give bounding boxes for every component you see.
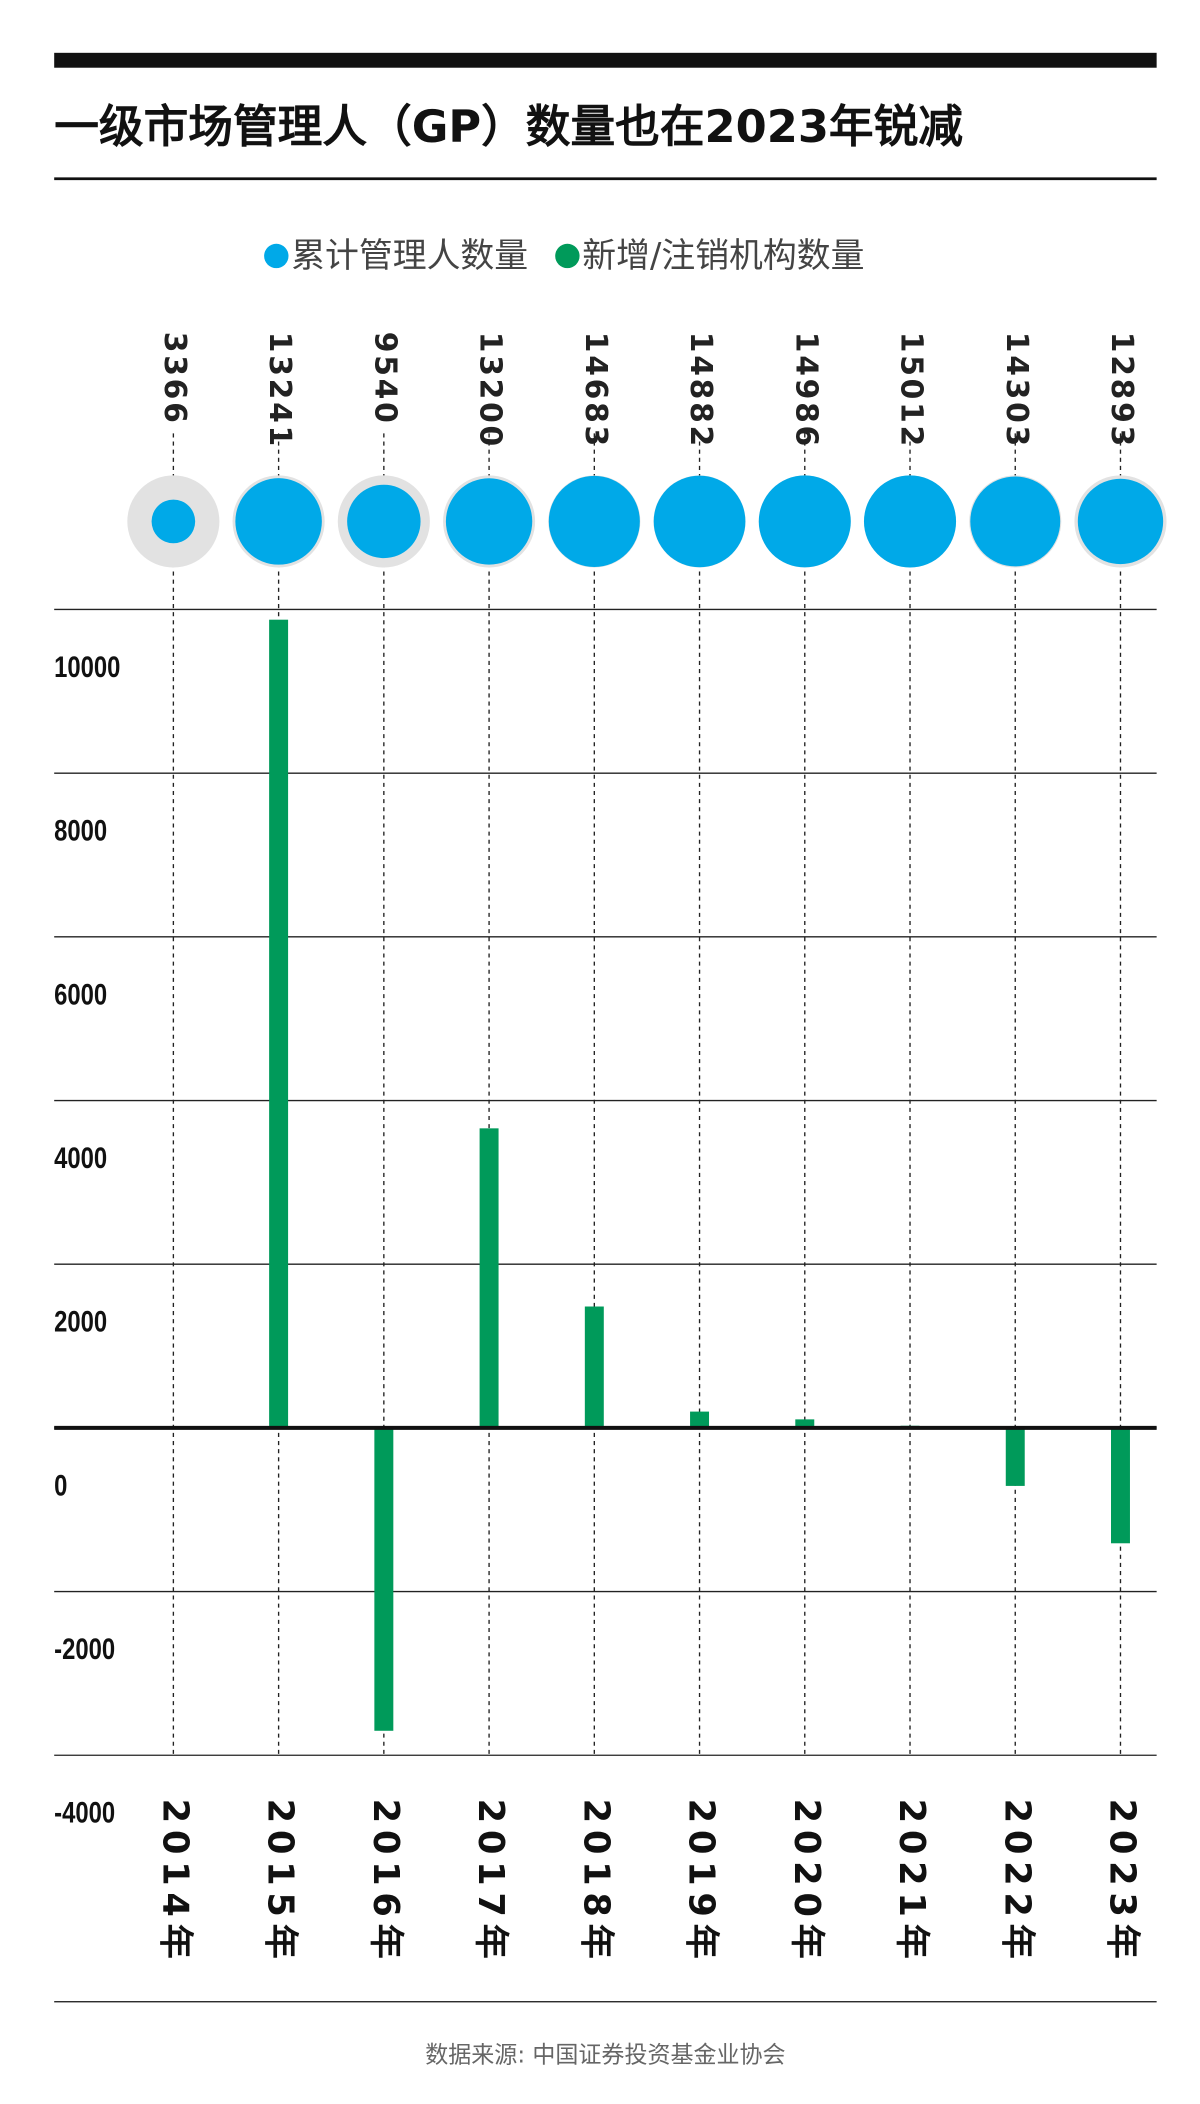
x-tick-label: 2017年 [470,1799,511,1966]
x-tick-label: 2019年 [681,1799,722,1966]
bubble [445,478,533,565]
bubble-label: 14986 [788,332,823,449]
y-tick-label: 6000 [54,978,107,1011]
bubble [863,475,957,568]
x-tick-label: 2021年 [891,1799,932,1966]
x-tick-label: 2014年 [154,1799,195,1966]
bubble-label: 13241 [262,332,297,449]
y-tick-label: 10000 [54,650,120,683]
source: 数据来源: 中国证券投资基金业协会 [425,2042,785,2068]
bar [479,1128,499,1428]
bubble [653,475,746,568]
bar [690,1411,710,1428]
legend-swatch [555,243,580,269]
bubble-label: 3366 [157,332,192,426]
y-tick-label: -4000 [54,1796,115,1829]
chart-title: 一级市场管理人（GP）数量也在2023年锐减 [54,101,963,153]
bubble-label: 13200 [473,332,508,449]
bubble [235,478,322,565]
bar [374,1427,394,1731]
bar [1005,1427,1025,1486]
x-tick-label: 2020年 [786,1799,827,1966]
y-tick-label: 0 [54,1469,67,1502]
bubble [347,484,421,559]
y-tick-label: 2000 [54,1305,107,1338]
x-tick-label: 2016年 [365,1799,406,1966]
bar [584,1306,604,1428]
bar [795,1419,815,1428]
bubble-label: 14303 [999,332,1034,449]
y-tick-label: 4000 [54,1141,107,1174]
y-tick-label: -2000 [54,1633,115,1666]
bubble [151,499,196,544]
x-tick-label: 2022年 [996,1799,1037,1966]
bar [1111,1427,1130,1544]
bubble-label: 15012 [894,332,929,449]
legend-label: 累计管理人数量 [291,236,528,275]
bar [269,619,289,1428]
legend: 累计管理人数量 新增/注销机构数量 [264,236,864,275]
bubble [548,475,640,567]
bubble [1077,478,1164,565]
bubble [758,475,851,568]
x-tick-label: 2018年 [575,1799,616,1966]
legend-label: 新增/注销机构数量 [582,236,864,275]
x-tick-label: 2023年 [1101,1799,1142,1966]
x-tick-label: 2015年 [260,1799,301,1966]
bubble-label: 12893 [1104,332,1139,449]
top-bar [54,52,1157,68]
bubble-label: 9540 [367,332,402,426]
bubble [970,476,1061,567]
bubble-label: 14882 [683,332,718,449]
legend-swatch [264,243,289,269]
bubble-label: 14683 [578,332,613,449]
y-tick-label: 8000 [54,814,107,847]
